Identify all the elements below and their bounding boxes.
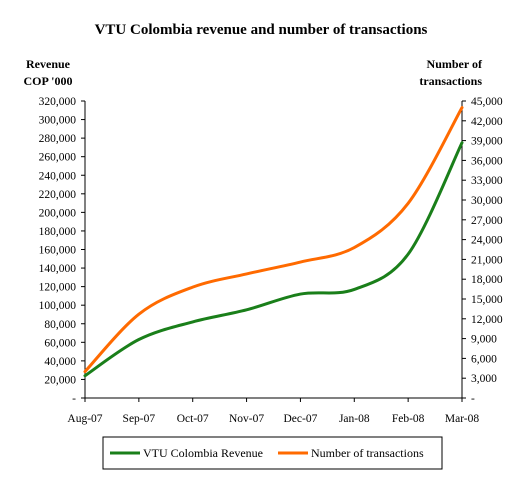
y-left-tick-label: 260,000: [39, 152, 77, 164]
y-right-tick-label: 12,000: [471, 314, 503, 326]
y-right-tick-label: 3,000: [471, 373, 497, 385]
y-left-tick-label: 200,000: [39, 207, 77, 219]
y-right-tick-label: 33,000: [471, 175, 503, 187]
y-left-label-line-1: Revenue: [26, 57, 71, 71]
x-tick-label: Mar-08: [445, 413, 480, 425]
y-right-label-line-1: Number of: [427, 57, 483, 71]
chart-title: VTU Colombia revenue and number of trans…: [95, 22, 428, 38]
y-right-tick-label: 21,000: [471, 254, 503, 266]
y-right-tick-label: -: [471, 393, 475, 405]
y-right-tick-label: 24,000: [471, 235, 503, 247]
x-tick-label: Aug-07: [67, 413, 102, 425]
legend-box: [102, 436, 443, 470]
series-line-transactions: [83, 106, 464, 374]
y-left-label-line-2: COP '000: [23, 74, 72, 88]
y-left-tick-label: 20,000: [44, 374, 76, 386]
y-left-tick-label: 120,000: [39, 282, 77, 294]
x-tick-label: Sep-07: [123, 413, 156, 425]
y-right-tick-label: 27,000: [471, 215, 503, 227]
y-right-tick-label: 30,000: [471, 195, 503, 207]
legend-label-revenue: VTU Colombia Revenue: [143, 446, 263, 460]
legend: VTU Colombia Revenue Number of transacti…: [102, 436, 443, 470]
y-left-tick-label: 160,000: [39, 245, 77, 257]
y-right-tick-label: 9,000: [471, 334, 497, 346]
y-left-tick-label: 300,000: [39, 115, 77, 127]
y-left-tick-label: 180,000: [39, 226, 77, 238]
y-left-tick-label: 220,000: [39, 189, 77, 201]
y-right-tick-label: 42,000: [471, 116, 503, 128]
x-tick-label: Nov-07: [229, 413, 264, 425]
y-left-tick-label: 60,000: [44, 337, 76, 349]
x-ticks: Aug-07 Sep-07 Oct-07 Nov-07 Dec-07 Jan-08 Feb-…: [67, 398, 479, 425]
y-left-tick-label: 280,000: [39, 133, 77, 145]
y-left-tick-label: -: [72, 393, 76, 405]
x-tick-label: Jan-08: [339, 413, 370, 425]
y-left-tick-label: 100,000: [39, 300, 77, 312]
y-left-tick-label: 80,000: [44, 319, 76, 331]
y-left-tick-label: 240,000: [39, 170, 77, 182]
y-right-tick-label: 36,000: [471, 155, 503, 167]
y-left-tick-label: 140,000: [39, 263, 77, 275]
series-layer: [83, 106, 464, 378]
y-right-tick-label: 18,000: [471, 274, 503, 286]
y-right-label-line-2: transactions: [419, 74, 482, 88]
x-tick-label: Feb-08: [392, 413, 425, 425]
legend-label-transactions: Number of transactions: [311, 446, 424, 460]
series-line-revenue: [83, 141, 464, 378]
y-right-tick-label: 39,000: [471, 136, 503, 148]
y-right-tick-label: 45,000: [471, 96, 503, 108]
y-right-tick-label: 6,000: [471, 353, 497, 365]
x-tick-label: Dec-07: [284, 413, 318, 425]
x-tick-label: Oct-07: [177, 413, 209, 425]
y-left-tick-label: 320,000: [39, 96, 77, 108]
y-left-ticks: - 20,000 40,000 60,000 80,000 100,000 120,000 1…: [39, 96, 85, 405]
y-right-tick-label: 15,000: [471, 294, 503, 306]
y-left-tick-label: 40,000: [44, 356, 76, 368]
y-right-ticks: - 3,000 6,000 9,000 12,000 15,000 18,000 21,000…: [462, 96, 503, 405]
